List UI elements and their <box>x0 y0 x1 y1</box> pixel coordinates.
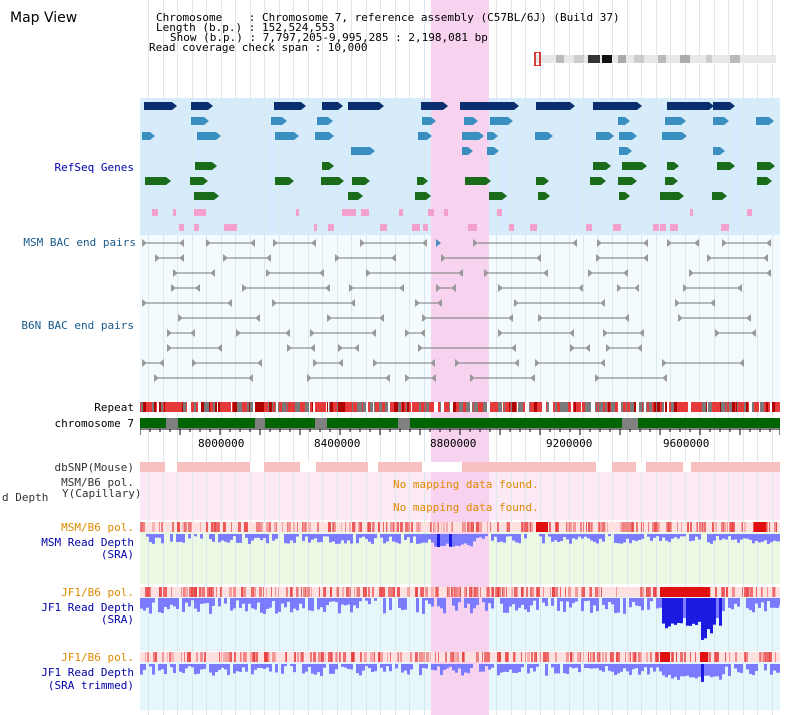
show-info: Show (b.p.) : 7,797,205-9,995,285 : 2,19… <box>170 31 488 44</box>
msm-sra-label[interactable]: (SRA) <box>100 548 134 561</box>
chromosome-info: Chromosome : Chromosome 7, reference ass… <box>156 11 620 24</box>
ruler-label-8400000: 8400000 <box>314 437 361 450</box>
capillary-label[interactable]: Y(Capillary) <box>62 487 142 500</box>
jf1-b6-pol-label-a[interactable]: JF1/B6 pol. <box>61 586 134 599</box>
jf1-sra-trimmed-label[interactable]: (SRA trimmed) <box>47 679 134 692</box>
chromosome-bar <box>140 418 780 428</box>
b6n-bac-label[interactable]: B6N BAC end pairs <box>21 319 134 332</box>
jf1-read-depth-track <box>140 598 780 640</box>
length-info: Length (b.p.) : 152,524,553 <box>156 21 335 34</box>
jf1-sra-label[interactable]: (SRA) <box>100 613 134 626</box>
read-depth-capillary-label[interactable]: d Depth <box>2 491 49 504</box>
ruler-label-9200000: 9200000 <box>546 437 593 450</box>
refseq-label[interactable]: RefSeq Genes <box>54 161 134 174</box>
ruler-label-9600000: 9600000 <box>663 437 710 450</box>
ruler-label-8000000: 8000000 <box>198 437 245 450</box>
refseq-genes-track[interactable] <box>140 98 780 235</box>
position-ruler <box>140 428 780 435</box>
dbsnp-label[interactable]: dbSNP(Mouse) <box>54 461 134 474</box>
ruler-label-8800000: 8800000 <box>430 437 477 450</box>
msm-b6-pol-label-b[interactable]: MSM/B6 pol. <box>61 521 134 534</box>
msm-read-depth-track <box>146 534 780 548</box>
no-mapping-message-1: No mapping data found. <box>393 478 539 491</box>
msm-read-depth-label[interactable]: MSM Read Depth <box>41 536 134 549</box>
chromosome-label: chromosome 7 <box>54 417 134 430</box>
msm-bac-label[interactable]: MSM BAC end pairs <box>23 236 136 249</box>
span-info: Read coverage check span : 10,000 <box>149 41 368 54</box>
chromosome-ideogram[interactable] <box>530 52 780 66</box>
bac-end-pairs-track[interactable] <box>140 235 780 400</box>
jf1-b6-pol-track-a <box>140 587 780 597</box>
jf1-b6-pol-label-b[interactable]: JF1/B6 pol. <box>61 651 134 664</box>
repeat-track <box>140 402 780 412</box>
jf1-read-depth-trimmed-track <box>140 664 780 682</box>
msm-b6-pol-label-a[interactable]: MSM/B6 pol. <box>61 476 134 489</box>
jf1-b6-pol-track-b <box>140 652 780 662</box>
jf1-read-depth-label[interactable]: JF1 Read Depth <box>41 601 134 614</box>
dbsnp-track <box>140 462 780 472</box>
jf1-read-depth-trim-label[interactable]: JF1 Read Depth <box>41 666 134 679</box>
no-mapping-message-2: No mapping data found. <box>393 501 539 514</box>
msm-b6-pol-track <box>140 522 780 532</box>
repeat-label: Repeat <box>94 401 134 414</box>
page-title: Map View <box>10 10 78 26</box>
